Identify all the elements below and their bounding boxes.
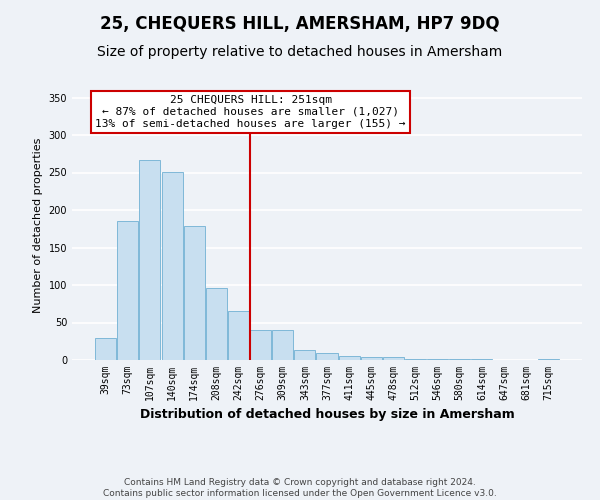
Bar [338,356,359,360]
Bar [405,358,426,360]
Bar [361,357,382,360]
Text: 25, CHEQUERS HILL, AMERSHAM, HP7 9DQ: 25, CHEQUERS HILL, AMERSHAM, HP7 9DQ [100,15,500,33]
Bar [95,338,116,360]
Text: Contains HM Land Registry data © Crown copyright and database right 2024.
Contai: Contains HM Land Registry data © Crown c… [103,478,497,498]
Bar [295,350,316,360]
X-axis label: Distribution of detached houses by size in Amersham: Distribution of detached houses by size … [140,408,514,422]
Bar [383,357,404,360]
Bar [449,359,470,360]
Bar [184,226,205,360]
Bar [472,359,493,360]
Bar [228,311,249,360]
Y-axis label: Number of detached properties: Number of detached properties [33,138,43,312]
Bar [206,288,227,360]
Bar [427,358,448,360]
Bar [118,221,139,360]
Bar [250,330,271,360]
Bar [161,172,182,360]
Text: Size of property relative to detached houses in Amersham: Size of property relative to detached ho… [97,45,503,59]
Text: 25 CHEQUERS HILL: 251sqm
← 87% of detached houses are smaller (1,027)
13% of sem: 25 CHEQUERS HILL: 251sqm ← 87% of detach… [95,96,406,128]
Bar [316,352,338,360]
Bar [538,358,559,360]
Bar [139,160,160,360]
Bar [272,330,293,360]
